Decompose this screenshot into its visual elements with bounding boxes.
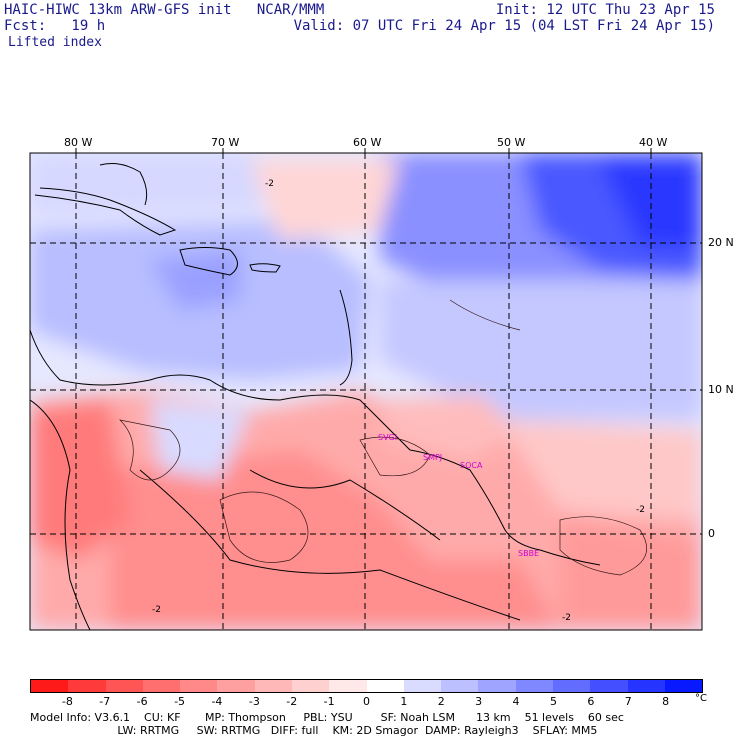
colorbar-label: 2	[437, 695, 445, 708]
contour-label: -2	[562, 613, 571, 623]
contour-label: -2	[152, 605, 161, 615]
field-name: Lifted index	[8, 35, 102, 50]
colorbar-label: 6	[587, 695, 595, 708]
colorbar-cell	[478, 680, 516, 692]
colorbar-cell	[441, 680, 479, 692]
colorbar-label: 4	[512, 695, 520, 708]
colorbar-label: -3	[248, 695, 260, 708]
colorbar-label: -5	[174, 695, 186, 708]
lon-label: 70 W	[211, 136, 240, 149]
lat-label: 10 N	[708, 383, 734, 396]
colorbar-label: -8	[61, 695, 73, 708]
colorbar-label: 7	[624, 695, 632, 708]
station-label: SMPJ	[423, 453, 442, 462]
init-time: Init: 12 UTC Thu 23 Apr 15	[495, 2, 715, 18]
colorbar-label: 3	[475, 695, 483, 708]
colorbar-cell	[254, 680, 292, 692]
colorbar-cell	[627, 680, 665, 692]
colorbar-cell	[366, 680, 404, 692]
colorbar-cell	[31, 680, 69, 692]
lon-label: 50 W	[497, 136, 526, 149]
colorbar	[30, 679, 703, 693]
lat-label: 0	[708, 527, 715, 540]
model-info-line1: Model Info: V3.6.1 CU: KF MP: Thompson P…	[30, 711, 624, 724]
station-label: SVGI	[378, 433, 397, 442]
colorbar-cell	[590, 680, 628, 692]
valid-time: Valid: 07 UTC Fri 24 Apr 15 (04 LST Fri …	[293, 18, 715, 34]
lon-label: 60 W	[353, 136, 382, 149]
station-label: SBBE	[518, 549, 539, 558]
colorbar-cell	[403, 680, 442, 692]
colorbar-cell	[552, 680, 591, 692]
map-title: HAIC-HIWC 13km ARW-GFS init NCAR/MMM	[4, 2, 325, 18]
station-label: SOCA	[460, 461, 483, 470]
colorbar-label: 8	[662, 695, 670, 708]
colorbar-cell	[68, 680, 106, 692]
colorbar-label: -7	[99, 695, 111, 708]
colorbar-label: 0	[363, 695, 370, 708]
colorbar-label: -1	[323, 695, 335, 708]
colorbar-cell	[515, 680, 553, 692]
colorbar-cell	[291, 680, 330, 692]
colorbar-label: -4	[211, 695, 223, 708]
colorbar-cell	[217, 680, 255, 692]
colorbar-label: -2	[286, 695, 298, 708]
colorbar-cell	[142, 680, 181, 692]
lat-label: 20 N	[708, 236, 734, 249]
forecast-hour: Fcst: 19 h	[4, 18, 106, 34]
colorbar-cell	[105, 680, 143, 692]
lon-label: 40 W	[639, 136, 668, 149]
contour-label: -2	[636, 505, 645, 515]
colorbar-cell	[329, 680, 367, 692]
colorbar-cell	[180, 680, 218, 692]
colorbar-unit: °C	[695, 693, 707, 704]
colorbar-label: -6	[136, 695, 148, 708]
colorbar-cell	[664, 680, 703, 692]
colorbar-label: 1	[400, 695, 408, 708]
model-info-line2: LW: RRTMG SW: RRTMG DIFF: full KM: 2D Sm…	[30, 724, 598, 737]
contour-label: -2	[265, 179, 274, 189]
colorbar-label: 5	[549, 695, 557, 708]
lon-label: 80 W	[64, 136, 93, 149]
